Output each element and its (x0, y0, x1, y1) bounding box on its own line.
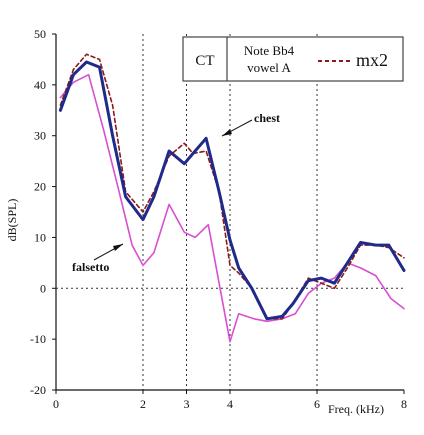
legend-vowel: vowel A (247, 60, 291, 75)
y-tick-label: 10 (34, 230, 46, 244)
y-tick-label: 50 (34, 27, 46, 41)
y-tick-label: 0 (40, 281, 46, 295)
y-tick-label: -20 (30, 383, 46, 397)
falsetto-label: falsetto (72, 260, 109, 274)
y-tick-label: 40 (34, 78, 46, 92)
y-axis-title: dB(SPL) (5, 199, 19, 242)
dotted-guide-lines (142, 34, 318, 390)
x-tick-label: 4 (227, 397, 233, 411)
y-tick-label: 30 (34, 129, 46, 143)
y-tick-label: -10 (30, 332, 46, 346)
falsetto-arrowhead (113, 244, 123, 251)
x-tick-label: 0 (53, 397, 59, 411)
chest-arrowhead (222, 129, 232, 136)
legend-box (182, 36, 404, 82)
x-tick-label: 8 (401, 397, 407, 411)
series-line-chest (58, 60, 406, 321)
series-lines (58, 53, 406, 343)
series-line-mx2 (59, 53, 405, 320)
legend-singer: CT (195, 53, 214, 69)
legend-note: Note Bb4 (244, 43, 295, 58)
y-tick-label: 20 (34, 180, 46, 194)
axes: 50 40 30 20 10 0 -10 -20 0 2 3 4 6 8 (30, 27, 407, 411)
legend-label-mx2: mx2 (356, 50, 388, 70)
chest-label: chest (254, 111, 280, 125)
x-tick-label: 2 (140, 397, 146, 411)
legend: CT Note Bb4 vowel A mx2 (182, 36, 404, 82)
x-tick-label: 6 (314, 397, 320, 411)
x-axis-title: Freq. (kHz) (328, 402, 384, 416)
annotations: chest falsetto (72, 111, 280, 274)
x-tick-label: 3 (184, 397, 190, 411)
series-line-falsetto (59, 73, 405, 343)
